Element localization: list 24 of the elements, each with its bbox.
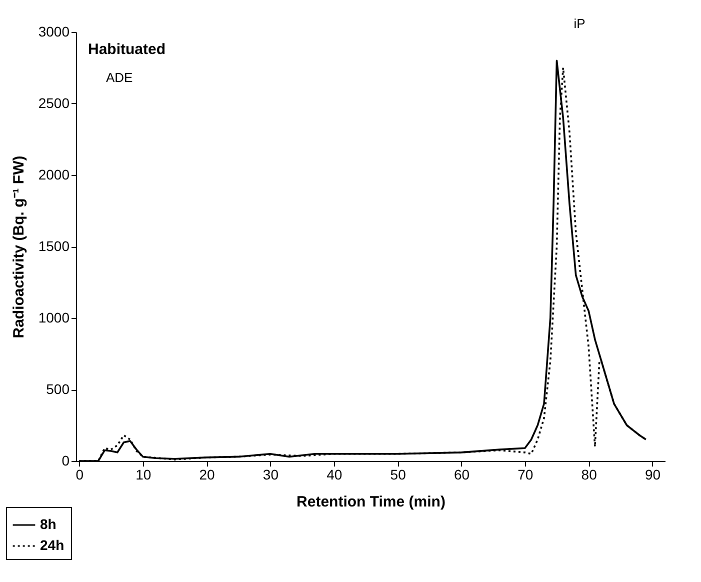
y-tick-label: 0: [62, 452, 70, 468]
x-tick-label: 50: [390, 466, 406, 482]
x-axis-title: Retention Time (min): [296, 494, 446, 510]
y-tick-label: 2500: [38, 95, 70, 111]
y-tick-label: 1000: [38, 310, 70, 326]
x-tick-label: 90: [644, 466, 661, 482]
x-tick-label: 80: [581, 466, 598, 482]
x-tick-label: 0: [76, 466, 84, 482]
y-tick-label: 2000: [38, 166, 70, 182]
x-tick-label: 30: [262, 466, 279, 482]
x-tick-label: 70: [518, 466, 534, 482]
x-tick-label: 60: [454, 466, 470, 482]
annotation: Habituated: [88, 41, 166, 58]
y-tick-label: 500: [46, 381, 70, 397]
annotation: ADE: [106, 70, 134, 85]
y-axis-title: Radioactivity (Bq. g⁻¹ FW): [10, 156, 28, 338]
text: iP: [574, 16, 586, 31]
legend-label: 24h: [40, 537, 64, 553]
y-tick-label: 1500: [38, 238, 70, 254]
x-tick-label: 10: [136, 466, 152, 482]
x-tick-label: 20: [199, 466, 216, 482]
y-tick-label: 3000: [38, 24, 70, 40]
legend-label: 8h: [40, 516, 56, 532]
x-tick-label: 40: [326, 466, 342, 482]
